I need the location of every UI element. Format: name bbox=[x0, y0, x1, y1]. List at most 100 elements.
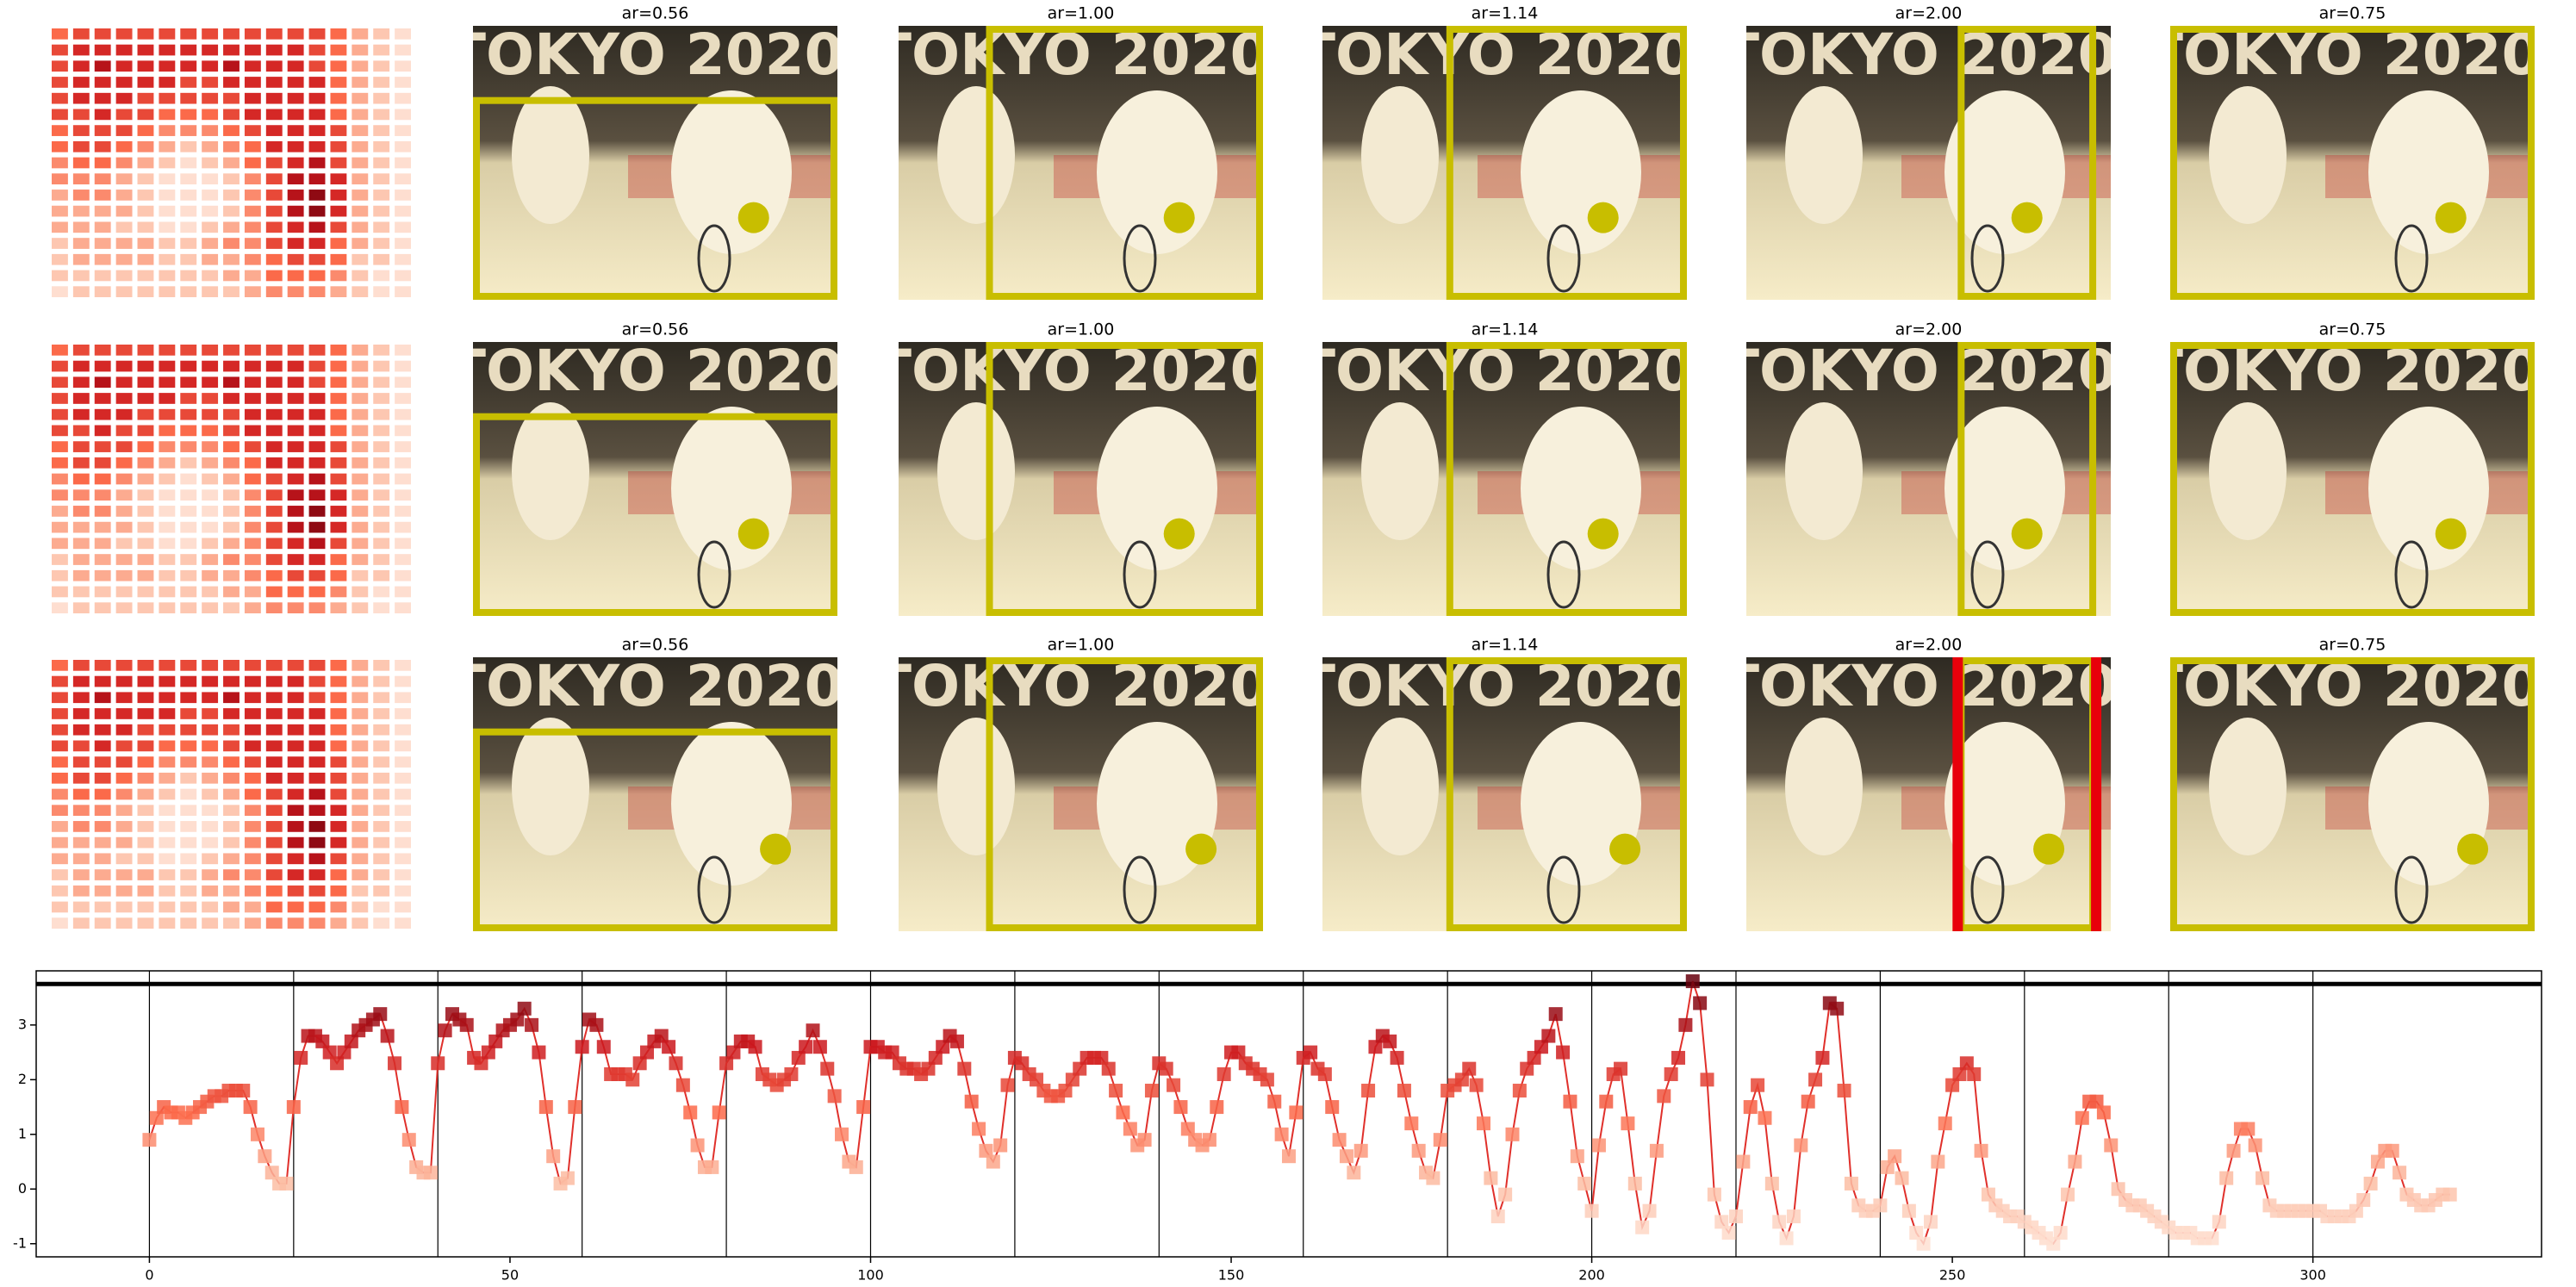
heatmap-cell bbox=[180, 836, 197, 849]
heatmap-cell bbox=[287, 489, 304, 501]
marker-dot bbox=[1163, 202, 1195, 233]
heatmap-cell bbox=[52, 602, 68, 613]
heatmap-cell bbox=[308, 77, 326, 88]
heatmap-cell bbox=[202, 772, 219, 784]
heatmap-cell bbox=[202, 393, 219, 404]
heatmap-cell bbox=[159, 772, 176, 784]
data-marker bbox=[1563, 1094, 1577, 1109]
heatmap-cell bbox=[52, 441, 68, 452]
heatmap-cell bbox=[352, 457, 369, 469]
heatmap-cell bbox=[72, 554, 90, 565]
heatmap-cell bbox=[137, 724, 154, 736]
heatmap-cell bbox=[287, 60, 304, 72]
heatmap-cell bbox=[115, 724, 133, 736]
heatmap-cell bbox=[94, 521, 111, 533]
heatmap-cell bbox=[287, 756, 304, 768]
heatmap-cell bbox=[180, 345, 197, 356]
heatmap-cell bbox=[180, 521, 197, 533]
racket bbox=[1970, 540, 2005, 609]
heatmap-cell bbox=[180, 77, 197, 88]
player bbox=[1361, 718, 1439, 855]
heatmap-cell bbox=[115, 554, 133, 565]
data-marker bbox=[1815, 1050, 1830, 1065]
heatmap-cell bbox=[137, 205, 154, 217]
y-tick-label: -1 bbox=[13, 1234, 27, 1251]
heatmap-cell bbox=[395, 44, 411, 56]
heatmap-cell bbox=[137, 253, 154, 265]
data-marker bbox=[936, 1040, 950, 1054]
heatmap-cell bbox=[72, 660, 90, 671]
heatmap-cell bbox=[265, 821, 283, 832]
heatmap-cell bbox=[180, 869, 197, 880]
heatmap-cell bbox=[94, 602, 111, 613]
heatmap-cell bbox=[159, 569, 176, 581]
heatmap-cell bbox=[137, 360, 154, 372]
data-marker bbox=[654, 1029, 669, 1043]
heatmap-cell bbox=[94, 425, 111, 437]
heatmap-cell bbox=[159, 253, 176, 265]
heatmap-cell bbox=[308, 917, 326, 929]
heatmap-cell bbox=[373, 506, 390, 517]
data-marker bbox=[1231, 1045, 1246, 1060]
heatmap-cell bbox=[159, 221, 176, 233]
heatmap-cell bbox=[52, 157, 68, 169]
heatmap-cell bbox=[159, 109, 176, 121]
data-marker bbox=[662, 1040, 676, 1054]
racket bbox=[2394, 224, 2429, 293]
heatmap-cell bbox=[72, 724, 90, 736]
heatmap-cell bbox=[265, 586, 283, 598]
heatmap-cell bbox=[202, 724, 219, 736]
heatmap-cell bbox=[244, 457, 261, 469]
heatmap-cell bbox=[352, 173, 369, 185]
heatmap-cell bbox=[72, 60, 90, 72]
heatmap-cell bbox=[72, 805, 90, 817]
data-marker bbox=[1880, 1160, 1895, 1174]
heatmap-cell bbox=[202, 901, 219, 913]
data-marker bbox=[2104, 1138, 2119, 1153]
crop-box bbox=[473, 413, 837, 616]
heatmap-cell bbox=[395, 602, 411, 613]
heatmap-cell bbox=[308, 270, 326, 282]
racket bbox=[2394, 540, 2429, 609]
data-marker bbox=[575, 1040, 589, 1054]
heatmap-cell bbox=[373, 901, 390, 913]
panel-title: ar=1.14 bbox=[1472, 4, 1539, 23]
data-marker bbox=[142, 1133, 157, 1147]
data-marker bbox=[1484, 1171, 1498, 1185]
panel-title: ar=2.00 bbox=[1895, 4, 1963, 23]
heatmap-cell bbox=[202, 917, 219, 929]
heatmap-cell bbox=[373, 205, 390, 217]
photo: TOKYO 2020 bbox=[899, 657, 1263, 931]
data-marker bbox=[322, 1045, 337, 1060]
heatmap-cell bbox=[223, 869, 240, 880]
heatmap-cell bbox=[265, 140, 283, 152]
crop-box bbox=[473, 728, 837, 931]
heatmap-cell bbox=[202, 157, 219, 169]
heatmap-cell bbox=[115, 190, 133, 201]
heatmap-cell bbox=[202, 660, 219, 671]
heatmap-cell bbox=[94, 190, 111, 201]
data-marker bbox=[849, 1160, 863, 1174]
data-marker bbox=[2089, 1094, 2104, 1109]
heatmap-cell bbox=[137, 489, 154, 501]
heatmap-cell bbox=[287, 376, 304, 389]
heatmap-cell bbox=[180, 901, 197, 913]
heatmap-cell bbox=[265, 521, 283, 533]
y-tick-label: 1 bbox=[18, 1125, 27, 1141]
heatmap-cell bbox=[94, 586, 111, 598]
heatmap-cell bbox=[287, 28, 304, 40]
heatmap-cell bbox=[159, 77, 176, 88]
heatmap-cell bbox=[308, 885, 326, 897]
heatmap-cell bbox=[287, 821, 304, 832]
heatmap-cell bbox=[287, 708, 304, 719]
heatmap-cell bbox=[223, 821, 240, 832]
heatmap-cell bbox=[52, 836, 68, 849]
heatmap-cell bbox=[180, 221, 197, 233]
data-marker bbox=[1505, 1127, 1520, 1141]
heatmap-cell bbox=[223, 756, 240, 768]
player bbox=[2368, 90, 2489, 254]
